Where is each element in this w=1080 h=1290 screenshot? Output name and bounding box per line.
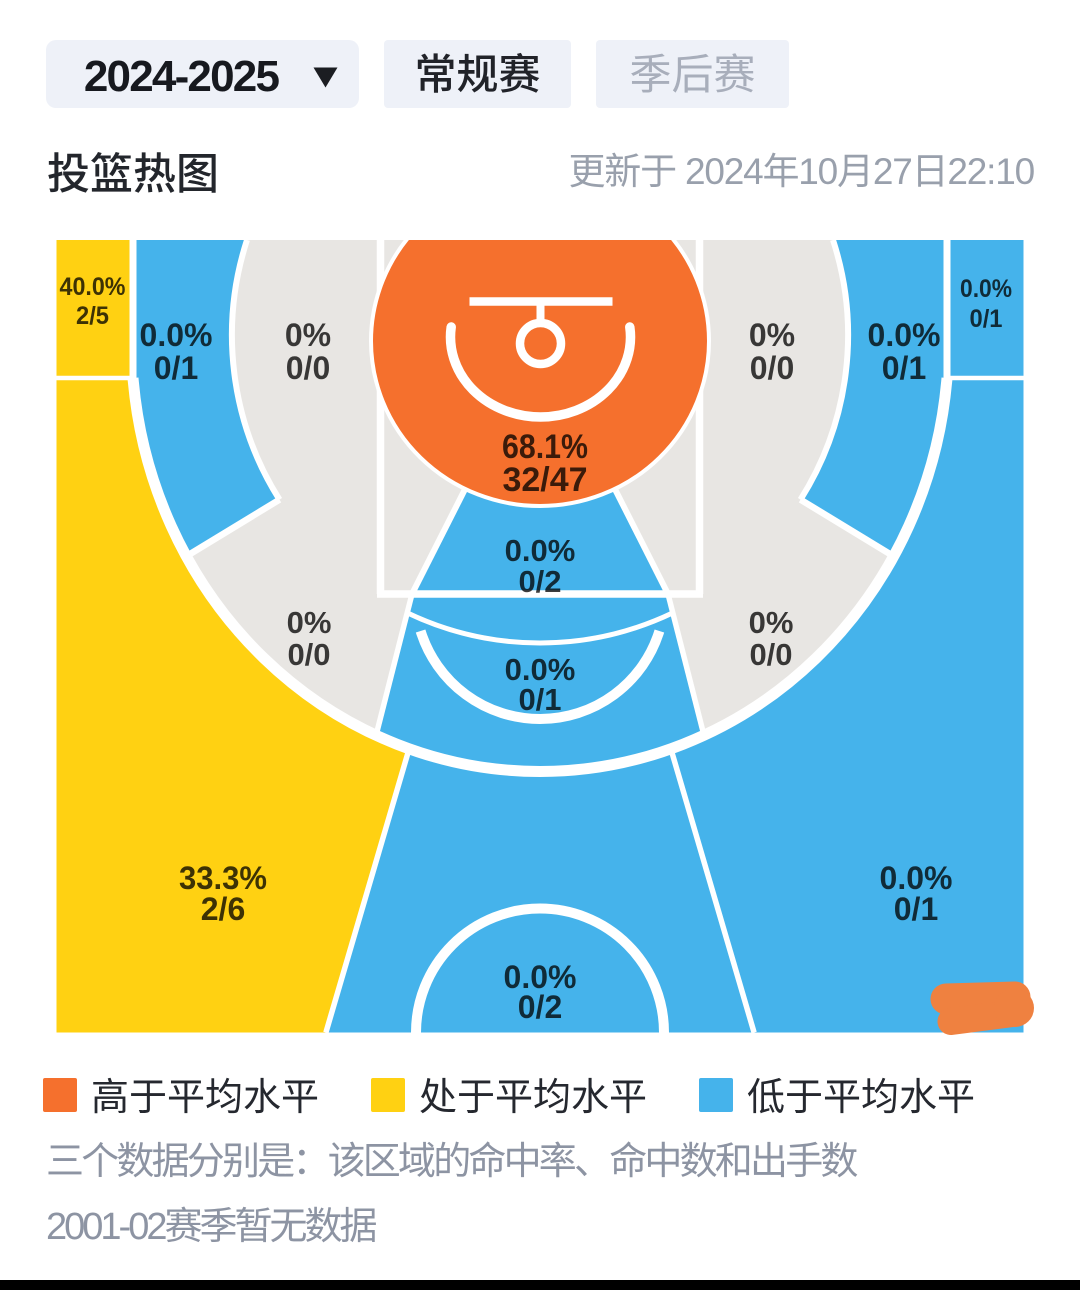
- svg-text:0/0: 0/0: [749, 637, 792, 672]
- svg-text:0.0%: 0.0%: [505, 533, 576, 568]
- svg-text:2/6: 2/6: [201, 891, 245, 927]
- svg-text:0/1: 0/1: [154, 350, 198, 386]
- svg-text:0%: 0%: [287, 605, 332, 640]
- svg-text:40.0%: 40.0%: [60, 273, 126, 301]
- svg-text:33.3%: 33.3%: [179, 860, 267, 896]
- svg-text:0%: 0%: [285, 317, 331, 353]
- svg-text:0/1: 0/1: [882, 350, 926, 386]
- svg-text:0.0%: 0.0%: [880, 860, 953, 896]
- svg-text:0/2: 0/2: [518, 564, 561, 599]
- svg-text:0/0: 0/0: [286, 350, 330, 386]
- svg-text:0/0: 0/0: [287, 637, 330, 672]
- svg-text:0/2: 0/2: [518, 989, 562, 1025]
- svg-text:0%: 0%: [749, 605, 794, 640]
- svg-text:0.0%: 0.0%: [960, 275, 1012, 303]
- svg-text:0.0%: 0.0%: [504, 959, 577, 995]
- svg-text:0/1: 0/1: [518, 682, 561, 717]
- svg-text:0.0%: 0.0%: [140, 317, 213, 353]
- svg-text:0.0%: 0.0%: [505, 652, 576, 687]
- svg-text:0%: 0%: [749, 317, 795, 353]
- svg-text:2/5: 2/5: [76, 302, 109, 330]
- svg-text:0/1: 0/1: [894, 891, 938, 927]
- svg-text:68.1%: 68.1%: [502, 428, 588, 466]
- svg-text:0.0%: 0.0%: [868, 317, 941, 353]
- svg-text:0/1: 0/1: [970, 305, 1003, 333]
- svg-text:0/0: 0/0: [750, 350, 794, 386]
- svg-text:32/47: 32/47: [502, 461, 587, 499]
